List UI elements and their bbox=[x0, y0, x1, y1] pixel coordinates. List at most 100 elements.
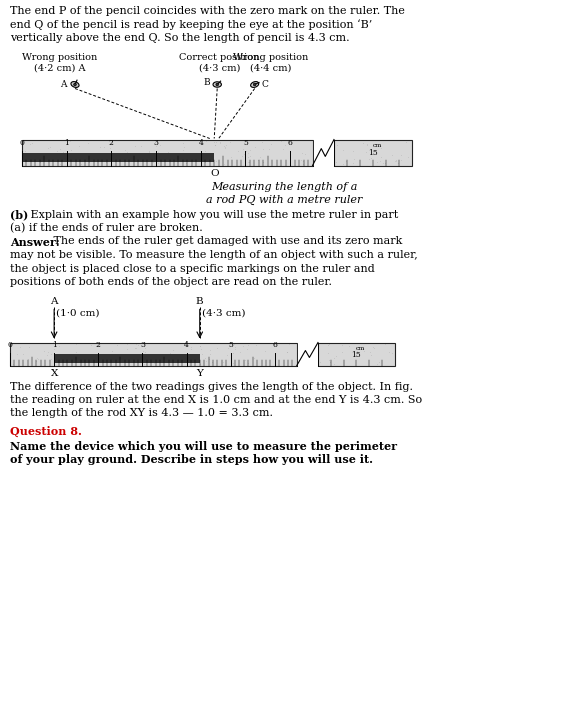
Point bbox=[380, 158, 389, 169]
Point bbox=[329, 358, 339, 370]
Point bbox=[265, 143, 274, 154]
Text: 2: 2 bbox=[96, 341, 101, 349]
Text: 1: 1 bbox=[52, 341, 56, 349]
Point bbox=[325, 357, 335, 368]
Point bbox=[37, 155, 46, 166]
Text: end Q of the pencil is read by keeping the eye at the position ‘B’: end Q of the pencil is read by keeping t… bbox=[10, 20, 372, 30]
Point bbox=[244, 339, 253, 350]
Point bbox=[351, 350, 360, 362]
Point bbox=[148, 149, 157, 161]
Text: positions of both ends of the object are read on the ruler.: positions of both ends of the object are… bbox=[10, 277, 332, 287]
Point bbox=[133, 353, 142, 364]
Text: A: A bbox=[51, 297, 58, 305]
Point bbox=[145, 154, 154, 166]
Text: 6: 6 bbox=[273, 341, 277, 349]
Point bbox=[113, 152, 122, 164]
Text: 1: 1 bbox=[64, 139, 69, 147]
Text: (a) if the ends of ruler are broken.: (a) if the ends of ruler are broken. bbox=[10, 223, 203, 234]
Point bbox=[384, 346, 393, 358]
Point bbox=[220, 159, 229, 170]
Point bbox=[129, 156, 138, 167]
Point bbox=[182, 158, 191, 169]
Point bbox=[31, 355, 40, 367]
Point bbox=[245, 156, 254, 167]
Text: (4·4 cm): (4·4 cm) bbox=[250, 64, 291, 72]
Point bbox=[250, 353, 259, 364]
Point bbox=[163, 147, 172, 158]
Point bbox=[117, 349, 126, 360]
Point bbox=[205, 344, 214, 355]
Point bbox=[196, 340, 205, 351]
Bar bbox=[54, 354, 200, 362]
Point bbox=[76, 158, 85, 169]
Point bbox=[197, 349, 207, 360]
Point bbox=[339, 144, 348, 156]
Point bbox=[339, 159, 348, 170]
Point bbox=[210, 139, 219, 150]
Point bbox=[187, 343, 196, 355]
Point bbox=[206, 348, 215, 360]
Text: a rod PQ with a metre ruler: a rod PQ with a metre ruler bbox=[206, 195, 362, 205]
Point bbox=[63, 147, 72, 159]
Point bbox=[131, 338, 141, 350]
Bar bbox=[312, 139, 334, 166]
Point bbox=[237, 151, 246, 162]
Point bbox=[52, 145, 61, 156]
Point bbox=[239, 149, 248, 160]
Point bbox=[73, 148, 83, 159]
Point bbox=[223, 343, 232, 354]
Point bbox=[243, 156, 252, 167]
Point bbox=[103, 152, 112, 164]
Point bbox=[348, 158, 357, 169]
Point bbox=[52, 153, 61, 164]
Point bbox=[349, 153, 358, 164]
Text: (b): (b) bbox=[10, 210, 28, 220]
Point bbox=[54, 340, 63, 351]
Text: 4: 4 bbox=[184, 341, 189, 349]
Point bbox=[13, 348, 22, 359]
Point bbox=[33, 353, 42, 365]
Text: cm: cm bbox=[372, 144, 382, 149]
Point bbox=[80, 152, 89, 163]
Point bbox=[359, 138, 368, 149]
Point bbox=[15, 341, 24, 353]
Point bbox=[147, 154, 156, 165]
Point bbox=[112, 339, 121, 350]
Text: Correct position: Correct position bbox=[179, 52, 259, 62]
Point bbox=[344, 341, 353, 352]
Text: 5: 5 bbox=[228, 341, 233, 349]
Point bbox=[105, 142, 114, 154]
Point bbox=[112, 357, 121, 368]
Point bbox=[60, 352, 69, 363]
Point bbox=[238, 144, 247, 155]
Text: 4: 4 bbox=[199, 139, 203, 147]
Point bbox=[298, 147, 307, 159]
Point bbox=[225, 137, 234, 148]
Point bbox=[190, 349, 199, 360]
Point bbox=[86, 150, 95, 161]
Point bbox=[63, 350, 72, 361]
Point bbox=[244, 152, 253, 163]
Point bbox=[71, 338, 80, 350]
Ellipse shape bbox=[213, 82, 221, 87]
Bar bbox=[318, 343, 395, 365]
Point bbox=[227, 152, 236, 163]
Point bbox=[368, 341, 377, 353]
Point bbox=[44, 142, 53, 154]
Point bbox=[245, 150, 254, 161]
Point bbox=[222, 139, 231, 151]
Point bbox=[187, 354, 196, 365]
Point bbox=[146, 155, 155, 166]
Point bbox=[19, 348, 28, 360]
Point bbox=[218, 357, 228, 368]
Point bbox=[77, 152, 86, 164]
Text: 15: 15 bbox=[352, 351, 361, 359]
Point bbox=[201, 145, 210, 156]
Text: Name the device which you will use to measure the perimeter: Name the device which you will use to me… bbox=[10, 440, 397, 452]
Text: cm: cm bbox=[356, 346, 365, 351]
Point bbox=[154, 155, 163, 166]
Point bbox=[283, 347, 292, 358]
Text: Y: Y bbox=[196, 370, 203, 379]
Text: The end P of the pencil coincides with the zero mark on the ruler. The: The end P of the pencil coincides with t… bbox=[10, 6, 405, 16]
Point bbox=[315, 356, 324, 367]
